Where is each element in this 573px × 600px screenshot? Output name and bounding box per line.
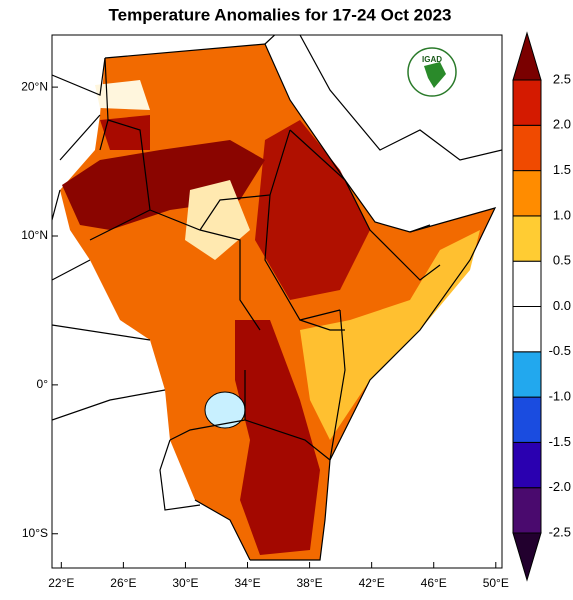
map-title: Temperature Anomalies for 17-24 Oct 2023 [109,5,452,24]
colorbar-label: -1.0 [549,389,571,404]
x-tick-label: 46°E [421,576,447,590]
colorbar-segment [512,351,542,398]
colorbar-label: 2.5 [553,71,571,86]
colorbar-extend-low [512,532,542,582]
colorbar-label: 1.0 [553,207,571,222]
hot-core [62,140,265,230]
colorbar-extend-high [512,31,542,81]
logo-text: IGAD [422,55,442,64]
x-tick-label: 50°E [483,576,509,590]
colorbar-segment [512,79,542,126]
y-tick-label: 10°N [21,228,48,242]
x-tick-label: 26°E [110,576,136,590]
country-border [89,57,441,461]
colorbar-segment [512,441,542,489]
colorbar-label: 2.0 [553,117,571,132]
colorbar-label: -2.0 [549,479,571,494]
x-tick-label: 42°E [359,576,385,590]
colorbar-label: -1.5 [549,434,571,449]
colorbar-segment [512,487,542,534]
warm-core [300,230,480,440]
x-tick-label: 30°E [172,576,198,590]
colorbar-label: -2.5 [549,524,571,539]
colorbar-segment [512,260,542,308]
y-tick-label: 10°S [22,526,48,540]
hot-core [255,120,370,300]
colorbar-segment [512,215,542,262]
colorbar-label: -0.5 [549,343,571,358]
map-area: IGAD [52,35,502,561]
map-frame [51,34,503,569]
x-tick-label: 38°E [297,576,323,590]
country-border [52,57,251,561]
cool-patch [95,80,150,110]
y-tick-label: 20°N [21,79,48,93]
x-tick-label: 22°E [48,576,74,590]
cool-patch [185,180,250,260]
colorbar-label: 0.0 [553,298,571,313]
colorbar-segment [512,170,542,217]
y-tick-label: 0° [37,377,49,391]
colorbar-segment [512,396,542,443]
colorbar: -2.5 -2.0 -1.5 -1.0 -0.5 0.0 0.5 1.0 1.5 2.0 2.5 [512,31,571,582]
coastline [264,35,502,233]
axes: 22°E 26°E 30°E 34°E 38°E 42°E 46°E 50°E 20°N 10°N… [21,79,509,590]
colorbar-segment [512,306,542,353]
lake-victoria [204,391,246,429]
hot-core [235,320,320,555]
colorbar-segment [512,124,542,172]
logo-africa [424,62,446,88]
colorbar-label: 1.5 [553,162,571,177]
coastline [104,43,497,561]
colorbar-label: 0.5 [553,253,571,268]
hot-core [100,115,150,150]
x-tick-label: 34°E [234,576,260,590]
